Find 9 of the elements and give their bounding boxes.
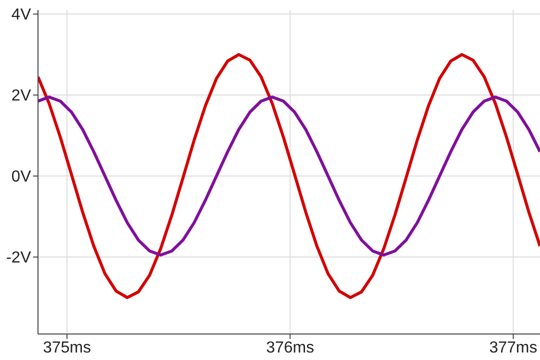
y-tick-label: 4V [11, 6, 32, 24]
x-tick-label: 375ms [42, 339, 92, 356]
y-tick-label: 2V [11, 88, 32, 105]
y-tick-label: 0V [11, 168, 32, 186]
line-series [38, 53, 540, 300]
line-series [38, 96, 540, 257]
x-tick-label: 377ms [489, 339, 538, 356]
x-tick-label: 376ms [266, 339, 314, 356]
y-tick-label: -2V [6, 250, 32, 267]
